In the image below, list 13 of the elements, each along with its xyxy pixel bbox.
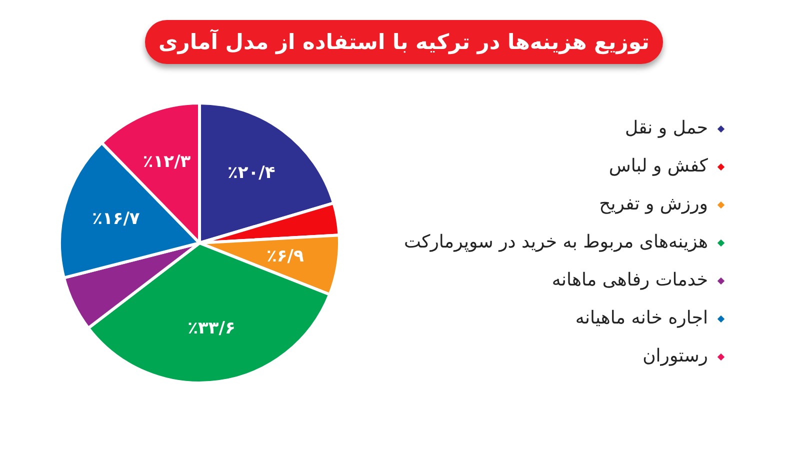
legend-label: خدمات رفاهی ماهانه [552, 270, 708, 291]
data-label: ٪۳۳/۶ [188, 318, 236, 338]
data-label: ٪۱۶/۷ [92, 208, 140, 229]
legend-label: هزینه‌های مربوط به خرید در سوپرمارکت [404, 232, 708, 253]
legend-label: کفش و لباس [608, 156, 708, 177]
chart-title: توزیع هزینه‌ها در ترکیه با استفاده از مدل آماری [145, 20, 663, 64]
legend-label: حمل و نقل [624, 118, 708, 139]
data-label: ٪۱۲/۳ [142, 152, 192, 172]
legend-label: ورزش و تفریح [599, 194, 708, 215]
legend-label: اجاره خانه ماهیانه [575, 308, 708, 329]
data-label: ٪۶/۹ [266, 246, 304, 266]
data-label: ٪۲۰/۴ [228, 162, 276, 183]
legend-label: رستوران [642, 346, 708, 367]
